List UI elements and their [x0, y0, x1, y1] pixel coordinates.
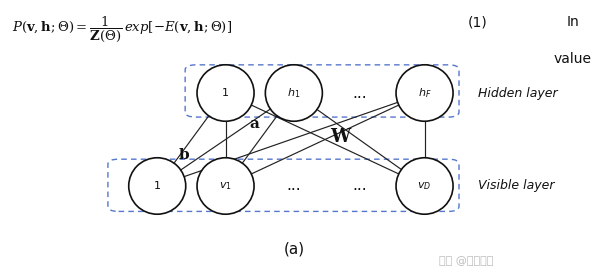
Text: $h_1$: $h_1$	[287, 86, 301, 100]
Text: $\mathbf{W}$: $\mathbf{W}$	[330, 128, 353, 146]
Ellipse shape	[396, 65, 453, 121]
Ellipse shape	[265, 65, 322, 121]
Text: Hidden layer: Hidden layer	[478, 86, 557, 100]
Text: ...: ...	[352, 86, 367, 100]
Text: ...: ...	[352, 179, 367, 193]
Text: $\mathbf{a}$: $\mathbf{a}$	[250, 116, 261, 131]
Text: (1): (1)	[468, 15, 488, 29]
Text: $v_1$: $v_1$	[219, 180, 232, 192]
Text: $\mathbf{b}$: $\mathbf{b}$	[178, 147, 190, 162]
Text: value: value	[554, 52, 592, 66]
Ellipse shape	[197, 158, 254, 214]
Text: 1: 1	[154, 181, 161, 191]
Text: 1: 1	[222, 88, 229, 98]
Text: $v_D$: $v_D$	[418, 180, 431, 192]
Text: ...: ...	[287, 179, 301, 193]
Text: $P(\mathbf{v}, \mathbf{h}; \Theta) = \dfrac{1}{\mathbf{Z}(\Theta)}\,exp[-E(\math: $P(\mathbf{v}, \mathbf{h}; \Theta) = \df…	[11, 15, 232, 44]
Text: $h_F$: $h_F$	[418, 86, 431, 100]
Text: In: In	[566, 15, 580, 29]
Text: (a): (a)	[283, 242, 304, 257]
Text: 知乎 @爱党爱国: 知乎 @爱党爱国	[439, 256, 493, 266]
Ellipse shape	[396, 158, 453, 214]
Ellipse shape	[129, 158, 186, 214]
Text: Visible layer: Visible layer	[478, 179, 554, 193]
Ellipse shape	[197, 65, 254, 121]
